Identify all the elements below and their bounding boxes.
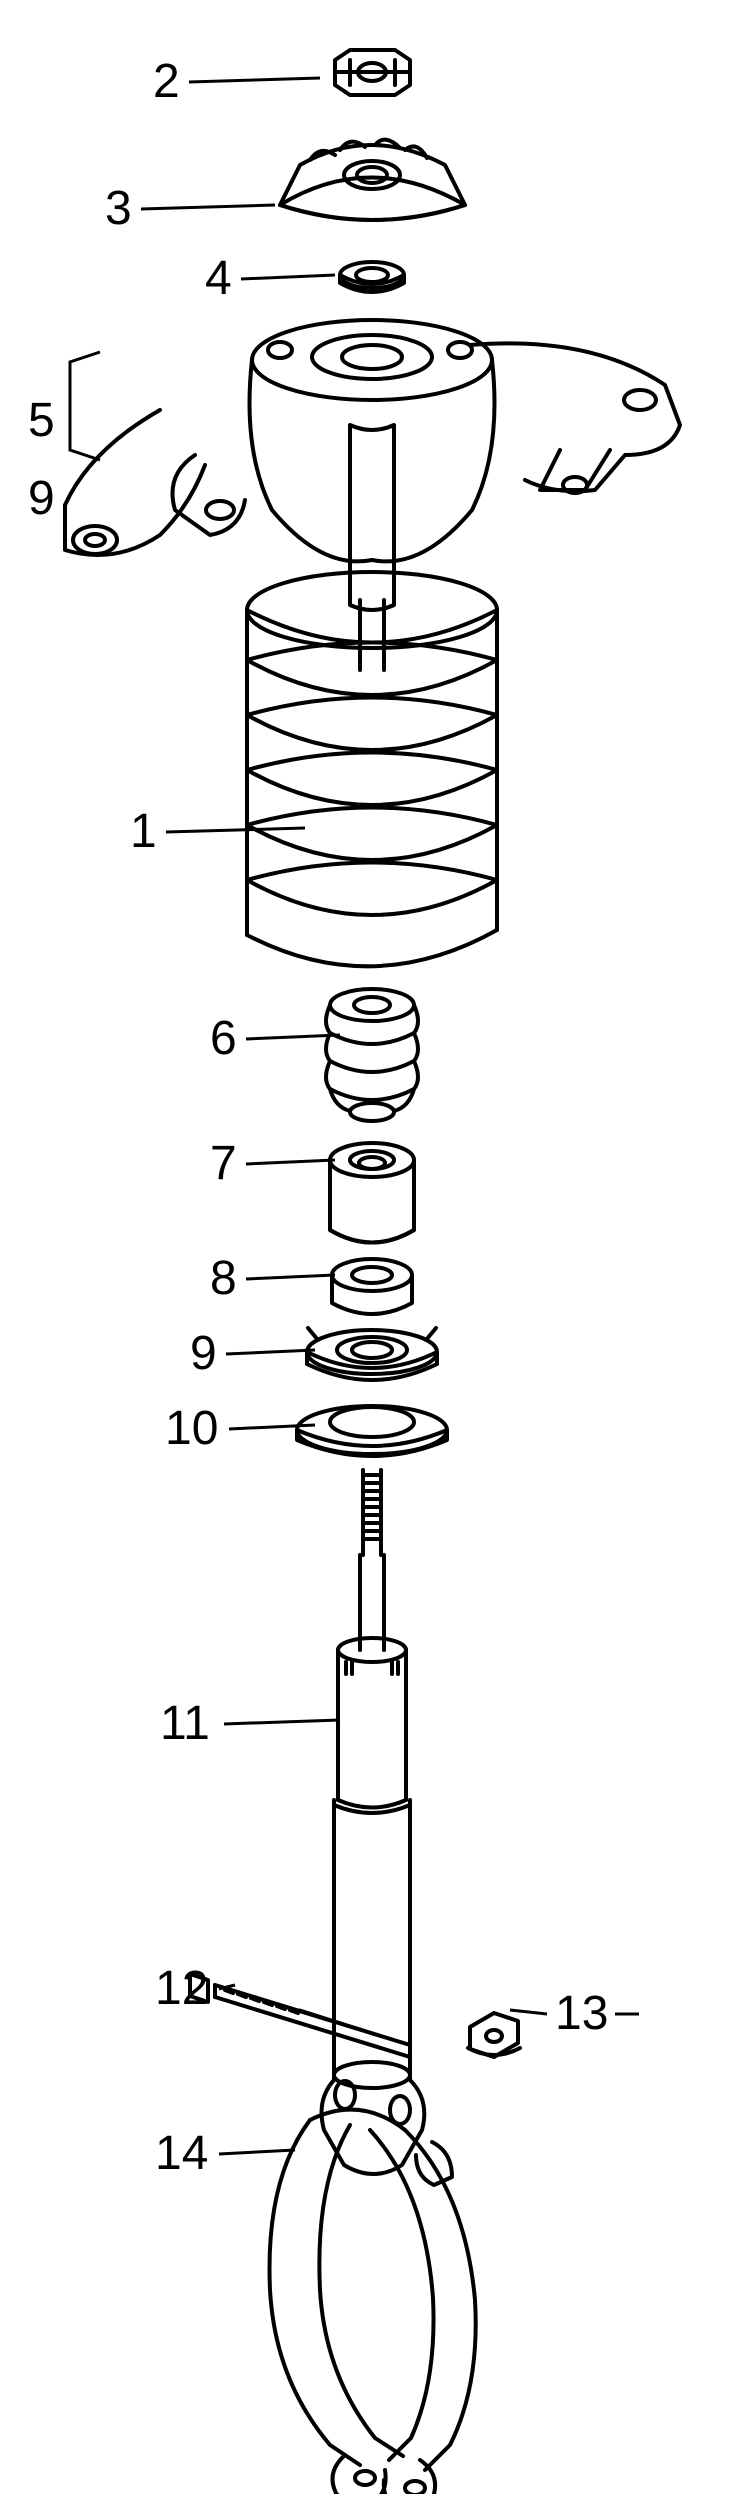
callout-9b: 9 (190, 1330, 217, 1378)
part-13-nut (468, 2013, 520, 2057)
part-1-coil-spring (247, 572, 497, 966)
parts-illustration (0, 0, 750, 2494)
callout-10: 10 (165, 1405, 218, 1453)
callout-8: 8 (210, 1255, 237, 1303)
diagram-container: 12345967891011121314 (0, 0, 750, 2494)
callout-6: 6 (210, 1015, 237, 1063)
callout-3: 3 (105, 185, 132, 233)
part-7-spacer (330, 1143, 414, 1243)
part-14-fork (270, 2110, 476, 2494)
callout-14: 14 (155, 2130, 208, 2178)
part-3-mount-cap (280, 140, 465, 220)
part-4-washer (340, 262, 404, 292)
part-9-spring-seat (307, 1328, 437, 1380)
part-11-shock-absorber (300, 1470, 424, 2174)
part-8-bushing (332, 1259, 412, 1314)
callout-1: 1 (130, 808, 157, 856)
callout-11: 11 (160, 1700, 210, 1748)
part-6-bump-stop (326, 989, 418, 1121)
part-12-bolt (190, 1974, 410, 2057)
callout-5: 5 (28, 397, 55, 445)
part-2-nut (335, 50, 410, 95)
part-5-upper-bracket (65, 320, 680, 610)
callout-12: 12 (155, 1965, 208, 2013)
callout-2: 2 (153, 58, 180, 106)
callout-13: 13 (555, 1990, 608, 2038)
part-10-cap (297, 1406, 447, 1456)
callout-7: 7 (210, 1140, 237, 1188)
callout-4: 4 (205, 255, 232, 303)
callout-9: 9 (28, 475, 55, 523)
